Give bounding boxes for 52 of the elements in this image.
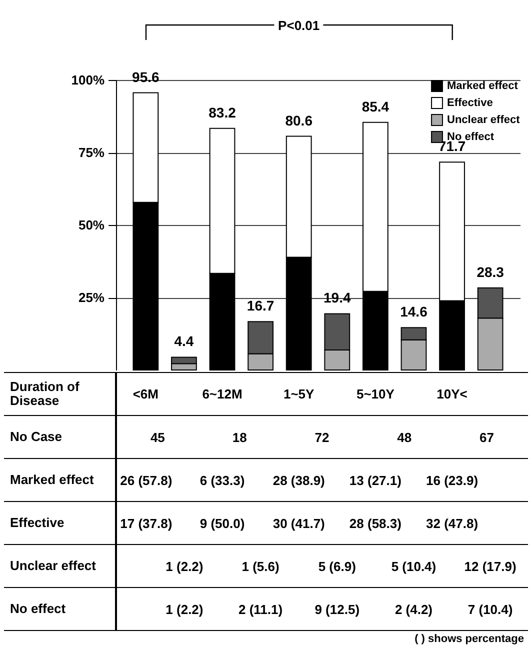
total-label: 85.4 (362, 98, 390, 114)
legend-label: Unclear effect (447, 114, 520, 126)
total-label: 16.7 (246, 298, 274, 314)
x-tick-label: <6M (132, 386, 158, 402)
total-label: 80.6 (285, 112, 313, 128)
data-label: 26 (57.8) (120, 472, 172, 488)
data-label: 32 (47.8) (426, 516, 478, 530)
y-tick-label: 50% (78, 218, 105, 232)
x-tick-label: 6~12M (202, 386, 242, 402)
data-label: 16 (23.9) (426, 472, 478, 488)
text: No effect (10, 601, 66, 616)
text: Effective (10, 515, 64, 530)
data-label: 6 (33.3) (200, 472, 245, 488)
data-label: 7 (10.4) (468, 602, 513, 616)
data-label: 1 (2.2) (166, 558, 204, 574)
data-label: 5 (10.4) (391, 558, 436, 574)
text: No Case (4, 416, 116, 458)
text: Marked effect (10, 472, 94, 487)
text: Unclear effect (10, 558, 96, 573)
data-label: 9 (50.0) (200, 516, 245, 530)
legend-label: Effective (447, 97, 493, 109)
text: 18 (198, 416, 281, 458)
text: ( ) shows percentage (414, 633, 525, 645)
x-axis-title: Duration of Disease (4, 372, 116, 416)
total-label: 4.4 (174, 333, 194, 350)
y-tick-label: 25% (78, 290, 105, 305)
text: 72 (280, 416, 364, 458)
x-tick-label: 1~5Y (283, 386, 314, 402)
total-label: 28.3 (476, 264, 504, 280)
text: 67 (446, 416, 528, 458)
data-label: 2 (11.1) (238, 602, 283, 616)
data-label: 13 (27.1) (349, 472, 402, 488)
data-label: 2 (4.2) (394, 602, 433, 616)
text: P<0.01 (274, 18, 324, 33)
total-label: 83.2 (208, 104, 236, 120)
data-label: 12 (17.9) (464, 558, 516, 574)
total-label: 14.6 (400, 304, 428, 320)
legend-label: Marked effect (447, 80, 518, 92)
y-tick-label: 75% (78, 145, 105, 160)
text: 45 (116, 416, 198, 458)
data-label: 28 (38.9) (272, 472, 325, 488)
y-tick-label: 100% (71, 72, 105, 88)
data-label: 1 (2.2) (166, 602, 204, 616)
data-label: 17 (37.8) (120, 516, 172, 530)
text: 48 (363, 416, 446, 458)
x-tick-label: 10Y< (436, 386, 468, 402)
data-label: 1 (5.6) (242, 558, 280, 574)
data-label: 28 (58.3) (349, 516, 402, 530)
data-label: 30 (41.7) (272, 516, 325, 530)
x-tick-label: 5~10Y (356, 386, 394, 402)
data-label: 5 (6.9) (318, 558, 356, 574)
data-label: 9 (12.5) (314, 602, 360, 616)
